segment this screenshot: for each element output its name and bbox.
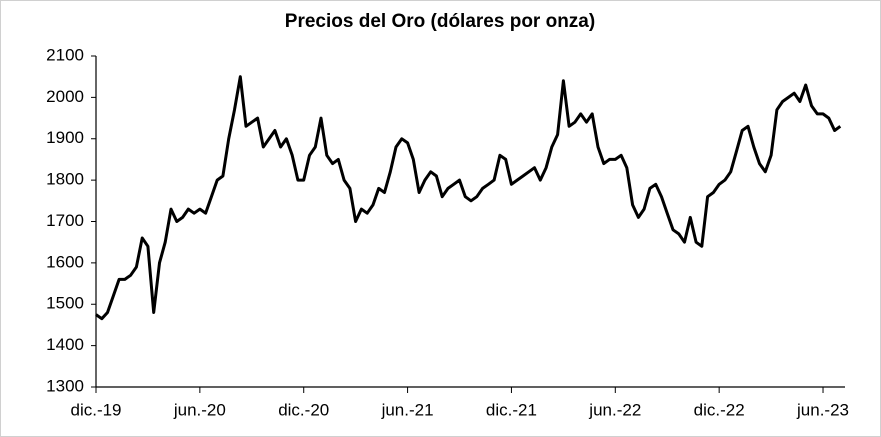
x-tick-label: dic.-19 xyxy=(70,400,121,419)
x-tick-label: jun.-20 xyxy=(173,400,226,419)
y-tick-label: 1700 xyxy=(46,211,84,230)
y-tick-label: 2000 xyxy=(46,87,84,106)
x-tick-label: dic.-20 xyxy=(278,400,329,419)
y-tick-label: 1400 xyxy=(46,335,84,354)
y-tick-label: 1600 xyxy=(46,252,84,271)
y-tick-label: 1800 xyxy=(46,170,84,189)
chart-title: Precios del Oro (dólares por onza) xyxy=(285,11,595,32)
x-tick-label: dic.-22 xyxy=(694,400,745,419)
y-tick-label: 1300 xyxy=(46,376,84,395)
y-tick-label: 1900 xyxy=(46,128,84,147)
y-tick-label: 1500 xyxy=(46,294,84,313)
x-tick-label: jun.-23 xyxy=(796,400,849,419)
price-line xyxy=(95,75,842,321)
x-tick-label: jun.-22 xyxy=(588,400,641,419)
y-tick-label: 2100 xyxy=(46,45,84,64)
x-tick-label: jun.-21 xyxy=(381,400,434,419)
x-tick-label: dic.-21 xyxy=(486,400,537,419)
